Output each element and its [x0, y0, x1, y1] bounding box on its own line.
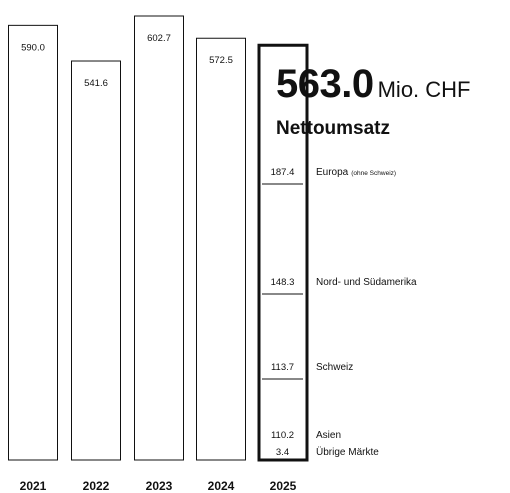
bar-2023	[134, 15, 184, 461]
segment-label: Nord- und Südamerika	[316, 277, 417, 288]
segment-value: 3.4	[276, 447, 289, 458]
total-unit: Mio. CHF	[377, 77, 471, 102]
bar-value-label: 590.0	[21, 42, 45, 53]
bar-value-label: 602.7	[147, 33, 171, 44]
segment-value: 187.4	[271, 167, 295, 178]
segment-label: Schweiz	[316, 362, 353, 373]
total-label: Nettoumsatz	[276, 118, 391, 139]
segment-label: Asien	[316, 430, 341, 441]
segment-label: Europa (ohne Schweiz)	[316, 167, 396, 178]
segment-value: 148.3	[271, 277, 295, 288]
x-tick-label: 2021	[20, 479, 47, 493]
bar-2022	[71, 60, 121, 461]
bar-2025	[257, 43, 309, 462]
x-tick-label: 2025	[270, 479, 297, 493]
x-tick-label: 2022	[83, 479, 110, 493]
total-value: 563.0	[276, 62, 374, 106]
bar-value-label: 572.5	[209, 55, 233, 66]
bar-2024	[196, 37, 246, 461]
total-revenue: 563.0 Mio. CHF	[276, 62, 471, 107]
segment-value: 113.7	[271, 362, 294, 373]
bar-2021	[8, 24, 58, 461]
segment-value: 110.2	[271, 430, 294, 441]
bar-value-label: 541.6	[84, 78, 108, 89]
segment-note: (ohne Schweiz)	[351, 170, 396, 177]
x-tick-label: 2024	[208, 479, 235, 493]
segment-label: Übrige Märkte	[316, 446, 379, 458]
x-tick-label: 2023	[146, 479, 173, 493]
